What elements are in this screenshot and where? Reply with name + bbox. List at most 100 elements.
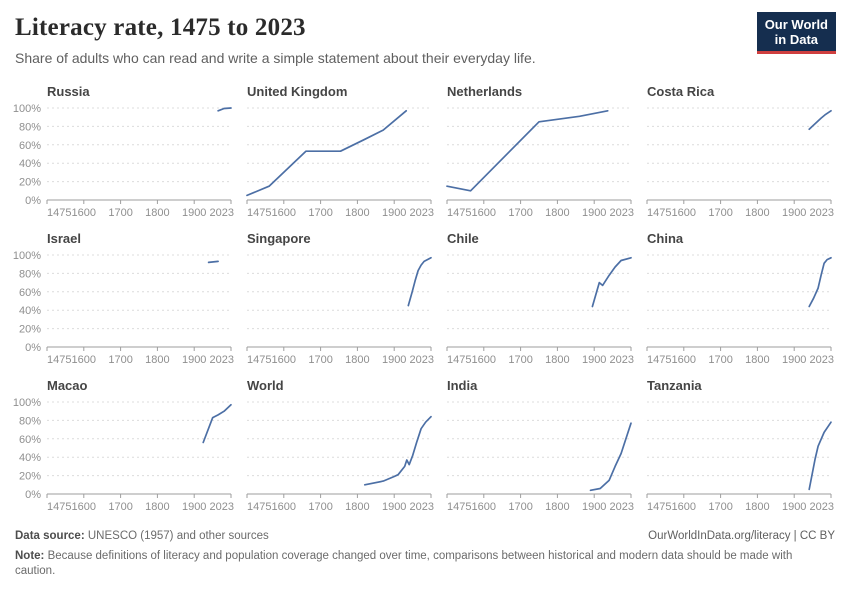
x-tick-label: 1900 xyxy=(182,354,206,366)
y-tick-label: 60% xyxy=(19,287,41,299)
x-tick-label: 1475 xyxy=(247,207,271,219)
x-tick-label: 1800 xyxy=(145,354,169,366)
x-tick-label: 1800 xyxy=(545,501,569,513)
chart-cell-chile: Chile 1475 1600 1700 1800 1900 2023 xyxy=(446,230,637,372)
line-chart-russia: 0% 20% 40% 60% 80% 100% 1475 1600 1700 1800 1900 20… xyxy=(13,103,234,219)
x-tick-label: 1900 xyxy=(382,207,406,219)
data-line-costa-rica xyxy=(808,109,832,131)
line-chart-tanzania: 1475 1600 1700 1800 1900 2023 xyxy=(646,401,834,513)
x-tick-label: 2023 xyxy=(610,207,634,219)
data-line-china xyxy=(808,256,832,308)
x-tick-label: 1600 xyxy=(272,354,296,366)
x-tick-label: 1475 xyxy=(247,354,271,366)
y-tick-label: 100% xyxy=(13,397,41,409)
x-tick-label: 1600 xyxy=(472,501,496,513)
chart-cell-india: India 1475 1600 1700 1800 1900 2023 xyxy=(446,377,637,519)
x-tick-label: 1600 xyxy=(472,207,496,219)
x-tick-label: 1800 xyxy=(345,207,369,219)
data-line-netherlands xyxy=(446,109,609,192)
y-tick-label: 0% xyxy=(25,489,41,501)
x-tick-label: 1600 xyxy=(72,501,96,513)
data-line-singapore xyxy=(407,256,432,307)
chart-cell-netherlands: Netherlands 1475 1600 1700 1800 1900 2023 xyxy=(446,83,637,225)
y-tick-label: 80% xyxy=(19,415,41,427)
chart-title-netherlands: Netherlands xyxy=(447,84,523,99)
chart-title-india: India xyxy=(447,378,478,393)
x-tick-label: 1600 xyxy=(672,501,696,513)
x-tick-label: 1700 xyxy=(108,501,132,513)
x-tick-label: 1700 xyxy=(508,354,532,366)
x-tick-label: 1700 xyxy=(708,501,732,513)
x-tick-label: 1700 xyxy=(308,354,332,366)
chart-title-russia: Russia xyxy=(47,84,90,99)
data-line-israel xyxy=(207,260,219,264)
x-tick-label: 2023 xyxy=(810,207,834,219)
chart-title-china: China xyxy=(647,231,684,246)
y-tick-label: 80% xyxy=(19,121,41,133)
x-tick-label: 1900 xyxy=(782,207,806,219)
x-tick-label: 1700 xyxy=(308,501,332,513)
line-chart-india: 1475 1600 1700 1800 1900 2023 xyxy=(446,401,634,513)
x-tick-label: 2023 xyxy=(410,207,434,219)
x-tick-label: 1900 xyxy=(782,354,806,366)
small-multiples-grid: Russia 0% 20% 40% 60% 80% 100% 1475 1600 1700 1800… xyxy=(11,83,837,519)
chart-title-israel: Israel xyxy=(47,231,81,246)
data-line-macao xyxy=(202,403,232,444)
line-chart-netherlands: 1475 1600 1700 1800 1900 2023 xyxy=(446,107,634,219)
data-line-world xyxy=(363,415,432,486)
x-tick-label: 1800 xyxy=(345,354,369,366)
chart-footer: Data source: UNESCO (1957) and other sou… xyxy=(15,529,835,579)
chart-cell-united-kingdom: United Kingdom 1475 1600 1700 1800 1900 2023 xyxy=(246,83,437,225)
x-tick-label: 1900 xyxy=(582,207,606,219)
y-tick-label: 0% xyxy=(25,195,41,207)
x-tick-label: 1700 xyxy=(108,207,132,219)
chart-title-united-kingdom: United Kingdom xyxy=(247,84,348,99)
chart-cell-israel: Israel 0% 20% 40% 60% 80% 100% 1475 1600 1700 1800… xyxy=(11,230,237,372)
line-chart-israel: 0% 20% 40% 60% 80% 100% 1475 1600 1700 1800 1900 20… xyxy=(13,250,234,366)
x-tick-label: 1800 xyxy=(745,207,769,219)
y-tick-label: 20% xyxy=(19,177,41,189)
data-line-tanzania xyxy=(808,421,832,491)
chart-title-tanzania: Tanzania xyxy=(647,378,702,393)
x-tick-label: 1900 xyxy=(182,207,206,219)
x-tick-label: 2023 xyxy=(810,501,834,513)
x-tick-label: 1600 xyxy=(672,354,696,366)
x-tick-label: 1700 xyxy=(508,501,532,513)
data-source-text: UNESCO (1957) and other sources xyxy=(84,530,269,542)
x-tick-label: 1900 xyxy=(782,501,806,513)
x-tick-label: 1800 xyxy=(545,354,569,366)
line-chart-costa-rica: 1475 1600 1700 1800 1900 2023 xyxy=(646,107,834,219)
line-chart-china: 1475 1600 1700 1800 1900 2023 xyxy=(646,254,834,366)
x-tick-label: 1700 xyxy=(708,354,732,366)
x-tick-label: 1475 xyxy=(647,207,671,219)
x-tick-label: 1600 xyxy=(472,354,496,366)
x-tick-label: 2023 xyxy=(410,501,434,513)
x-tick-label: 1600 xyxy=(72,207,96,219)
line-chart-singapore: 1475 1600 1700 1800 1900 2023 xyxy=(246,254,434,366)
x-tick-label: 1475 xyxy=(447,501,471,513)
note: Note: Because definitions of literacy an… xyxy=(15,549,835,579)
y-tick-label: 0% xyxy=(25,342,41,354)
x-tick-label: 1800 xyxy=(545,207,569,219)
x-tick-label: 1475 xyxy=(47,354,71,366)
owid-logo: Our World in Data xyxy=(756,12,836,54)
y-tick-label: 40% xyxy=(19,452,41,464)
owid-link[interactable]: OurWorldInData.org/literacy | CC BY xyxy=(648,530,835,542)
chart-title-world: World xyxy=(247,378,284,393)
chart-cell-world: World 1475 1600 1700 1800 1900 2023 xyxy=(246,377,437,519)
y-tick-label: 20% xyxy=(19,324,41,336)
chart-cell-macao: Macao 0% 20% 40% 60% 80% 100% 1475 1600 1700 1800 1… xyxy=(11,377,237,519)
chart-cell-russia: Russia 0% 20% 40% 60% 80% 100% 1475 1600 1700 1800… xyxy=(11,83,237,225)
x-tick-label: 1900 xyxy=(382,501,406,513)
x-tick-label: 1600 xyxy=(672,207,696,219)
y-tick-label: 60% xyxy=(19,434,41,446)
x-tick-label: 1900 xyxy=(582,354,606,366)
x-tick-label: 1475 xyxy=(647,501,671,513)
x-tick-label: 1475 xyxy=(47,207,71,219)
x-tick-label: 1900 xyxy=(182,501,206,513)
x-tick-label: 2023 xyxy=(210,354,234,366)
line-chart-world: 1475 1600 1700 1800 1900 2023 xyxy=(246,401,434,513)
x-tick-label: 1475 xyxy=(647,354,671,366)
y-tick-label: 60% xyxy=(19,140,41,152)
owid-logo-line1: Our World xyxy=(764,17,828,32)
